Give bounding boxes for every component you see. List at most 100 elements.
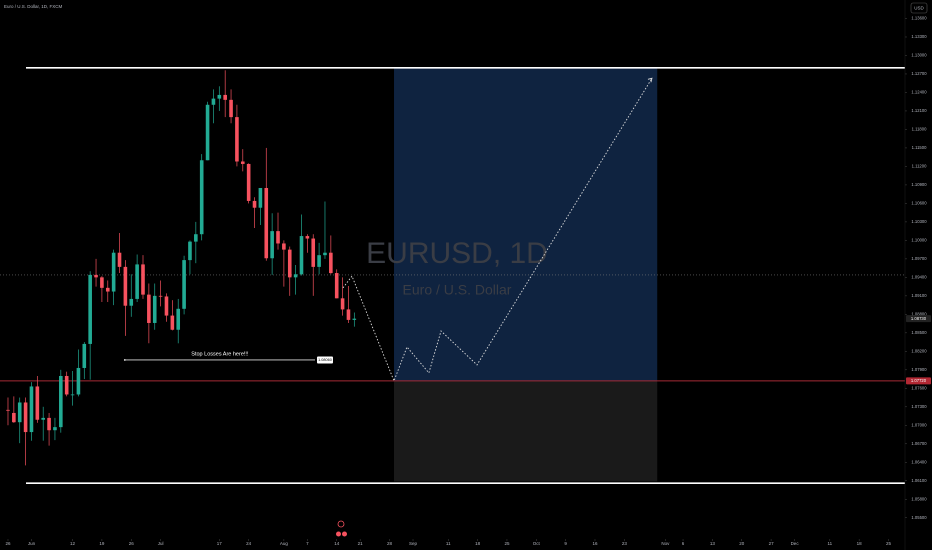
currency[interactable]: USD bbox=[914, 6, 924, 11]
candle-body bbox=[334, 273, 339, 299]
x-tick-label: Nov bbox=[661, 541, 670, 546]
x-tick-label: 17 bbox=[217, 541, 223, 546]
candle-body bbox=[64, 375, 69, 395]
candle-body bbox=[264, 187, 269, 259]
candle-body bbox=[217, 94, 222, 99]
x-tick-label: 25 bbox=[504, 541, 510, 546]
x-tick-label: 25 bbox=[886, 541, 892, 546]
x-tick-label: 6 bbox=[682, 541, 685, 546]
y-tick-label: 1.06100 bbox=[911, 478, 927, 483]
candle-body bbox=[35, 386, 40, 420]
x-tick-label: 18 bbox=[857, 541, 863, 546]
candle-body bbox=[182, 260, 186, 309]
x-tick-label: 12 bbox=[70, 541, 76, 546]
flag-icon[interactable] bbox=[336, 531, 341, 537]
candle-body bbox=[329, 252, 333, 274]
candle-body bbox=[352, 318, 357, 320]
candle-body bbox=[17, 402, 22, 423]
y-tick-label: 1.12700 bbox=[911, 71, 927, 76]
candle-body bbox=[176, 308, 181, 330]
x-tick-label: 11 bbox=[446, 541, 451, 546]
candle-body bbox=[293, 274, 298, 278]
candle-body bbox=[323, 252, 327, 256]
price-tag-label: 1.07720 bbox=[911, 378, 927, 383]
y-tick-label: 1.07600 bbox=[911, 385, 927, 390]
x-tick-label: 18 bbox=[475, 541, 481, 546]
candle-body bbox=[287, 249, 292, 278]
candle-body bbox=[105, 287, 110, 292]
flag-icon[interactable] bbox=[342, 531, 347, 537]
watermark-name: Euro / U.S. Dollar bbox=[403, 282, 512, 298]
x-tick-label: 28 bbox=[387, 541, 393, 546]
x-tick-label: 11 bbox=[827, 541, 832, 546]
x-tick-label: 24 bbox=[246, 541, 252, 546]
candle-body bbox=[129, 298, 134, 306]
y-tick-label: 1.05800 bbox=[911, 496, 927, 501]
candle-body bbox=[346, 309, 351, 320]
price-tag bbox=[906, 315, 931, 323]
price-axis bbox=[905, 0, 932, 550]
y-tick-label: 1.09700 bbox=[911, 256, 927, 261]
y-tick-label: 1.06400 bbox=[911, 459, 927, 464]
candle-body bbox=[258, 187, 263, 208]
candle-body bbox=[299, 236, 304, 275]
x-tick-label: 23 bbox=[622, 541, 628, 546]
candle-body bbox=[240, 161, 245, 164]
y-tick-label: 1.12100 bbox=[911, 108, 927, 113]
y-tick-label: 1.05500 bbox=[911, 515, 927, 520]
y-tick-label: 1.13000 bbox=[911, 53, 927, 58]
y-tick-label: 1.11500 bbox=[912, 145, 927, 150]
price-tag bbox=[906, 377, 931, 385]
candle-body bbox=[111, 252, 116, 292]
stop-price-box bbox=[316, 356, 333, 364]
candle-body bbox=[246, 163, 251, 201]
y-tick-label: 1.13600 bbox=[911, 16, 927, 21]
x-tick-label: 7 bbox=[306, 541, 309, 546]
candle-body bbox=[135, 264, 139, 299]
y-tick-label: 1.09100 bbox=[911, 293, 927, 298]
candle-body bbox=[47, 417, 51, 431]
candle-body bbox=[223, 94, 227, 100]
candle-body bbox=[276, 231, 280, 244]
candle-body bbox=[29, 386, 34, 433]
y-tick-label: 1.08500 bbox=[911, 330, 927, 335]
event-icon[interactable] bbox=[337, 520, 345, 528]
candle-body bbox=[152, 295, 157, 323]
x-tick-label: Oct bbox=[533, 541, 541, 546]
projection-arrow bbox=[647, 77, 653, 83]
x-tick-label: 9 bbox=[564, 541, 567, 546]
candle-body bbox=[305, 236, 310, 239]
candle-body bbox=[82, 343, 87, 368]
candle-body bbox=[12, 412, 16, 423]
currency-box[interactable] bbox=[910, 2, 928, 14]
y-tick-label: 1.08800 bbox=[911, 311, 927, 316]
candle-body bbox=[311, 238, 316, 267]
stop-dot bbox=[123, 359, 126, 361]
y-tick-label: 1.06700 bbox=[911, 441, 927, 446]
x-tick-label: Sep bbox=[409, 541, 418, 546]
candle-body bbox=[170, 315, 175, 330]
candle-body bbox=[340, 298, 345, 310]
candle-body bbox=[23, 402, 28, 433]
candle-body bbox=[317, 255, 321, 267]
y-tick-label: 1.07900 bbox=[911, 367, 927, 372]
y-tick-label: 1.10000 bbox=[911, 237, 927, 242]
candle-body bbox=[229, 99, 233, 118]
y-tick-label: 1.12400 bbox=[911, 90, 927, 95]
x-tick-label: 19 bbox=[99, 541, 105, 546]
stop-zone bbox=[394, 380, 658, 482]
target-zone bbox=[394, 67, 658, 381]
candle-body bbox=[59, 375, 63, 428]
stop-note: Stop Losses Are here!!! bbox=[191, 351, 249, 357]
watermark-symbol: EURUSD, 1D bbox=[366, 237, 548, 270]
y-tick-label: 1.11800 bbox=[912, 127, 927, 132]
candle-body bbox=[164, 296, 169, 316]
candle-body bbox=[147, 294, 151, 323]
candle-body bbox=[199, 160, 204, 235]
y-tick-label: 1.13300 bbox=[911, 34, 927, 39]
candle-body bbox=[270, 231, 274, 259]
x-tick-label: 14 bbox=[334, 541, 340, 546]
candle-body bbox=[41, 417, 46, 420]
projection-path bbox=[342, 78, 653, 383]
